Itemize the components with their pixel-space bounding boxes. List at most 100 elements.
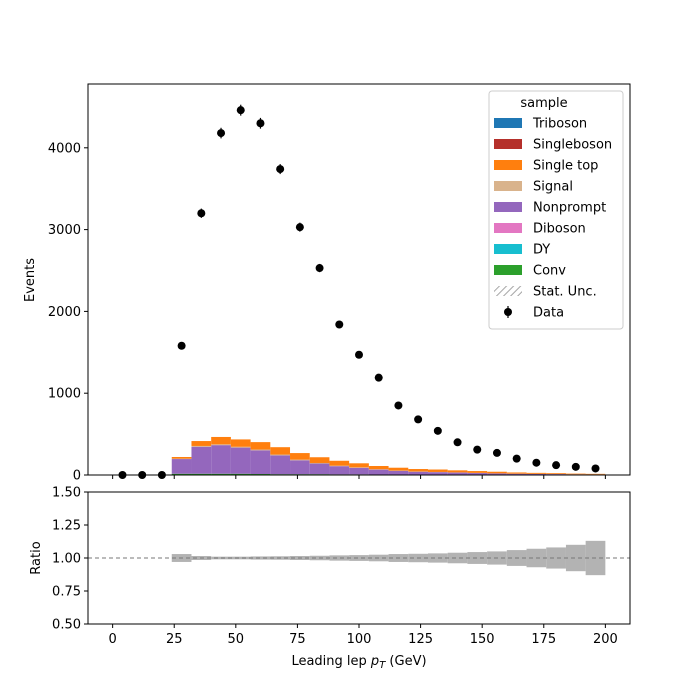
bar-single-top xyxy=(408,469,428,472)
main-y-axis-label: Events xyxy=(23,258,38,302)
data-point xyxy=(177,341,186,350)
legend-swatch-data xyxy=(504,308,512,316)
bar-nonprompt xyxy=(546,474,566,475)
data-point xyxy=(433,426,442,435)
ratio-x-tick-label: 0 xyxy=(108,632,116,647)
data-point xyxy=(276,165,285,174)
bar-nonprompt xyxy=(211,445,231,474)
main-y-tick-label: 2000 xyxy=(48,305,81,320)
legend-swatch-triboson xyxy=(494,118,522,128)
bar-conv xyxy=(171,473,192,475)
bar-single-top xyxy=(250,442,271,450)
bar-nonprompt xyxy=(250,450,271,475)
legend-label-singleboson: Singleboson xyxy=(533,138,612,153)
bar-nonprompt xyxy=(171,459,192,474)
bar-single-top xyxy=(211,436,231,445)
legend-label-nonprompt: Nonprompt xyxy=(533,201,606,216)
ratio-x-tick-label: 50 xyxy=(228,632,245,647)
bar-nonprompt xyxy=(467,473,488,475)
legend-swatch-signal xyxy=(494,181,522,191)
bar-single-top xyxy=(270,447,291,455)
legend-swatch-single-top xyxy=(494,160,522,170)
main-y-tick-label: 4000 xyxy=(48,141,81,156)
main-x-ticks xyxy=(112,475,606,479)
ratio-band-bin xyxy=(565,544,586,572)
bar-single-top xyxy=(506,472,527,474)
bar-signal xyxy=(250,449,271,451)
legend-swatch-diboson xyxy=(494,223,522,233)
data-point xyxy=(335,320,344,329)
ratio-x-ticks: 0 25 50 75 100 125 150 175 200 xyxy=(108,624,618,647)
data-point xyxy=(591,464,600,473)
bar-nonprompt xyxy=(506,473,527,475)
ratio-band-bin xyxy=(230,556,251,560)
bar-signal xyxy=(211,444,231,446)
bar-nonprompt xyxy=(329,466,350,475)
main-y-ticks: 0 1000 2000 3000 4000 xyxy=(48,141,88,484)
ratio-y-axis-label: Ratio xyxy=(29,541,44,574)
data-point xyxy=(355,350,363,359)
ratio-plot: 0.50 0.75 1.00 1.25 1.50 0 25 50 75 100 125 150 175… xyxy=(29,486,631,671)
ratio-x-tick-label: 175 xyxy=(531,632,556,647)
bar-single-top xyxy=(546,473,566,475)
bar-single-top xyxy=(487,471,507,474)
ratio-y-tick-label: 1.25 xyxy=(52,519,81,534)
bar-single-top xyxy=(388,467,409,471)
bar-single-top xyxy=(467,471,488,473)
legend-label-diboson: Diboson xyxy=(533,222,586,237)
main-plot: 0 1000 2000 3000 4000 Events xyxy=(23,83,631,484)
ratio-band-bin xyxy=(447,552,468,564)
ratio-band-bin xyxy=(349,555,369,561)
legend-label-dy: DY xyxy=(533,243,550,258)
data-point xyxy=(571,462,580,471)
ratio-band-bin xyxy=(427,553,448,563)
ratio-x-tick-label: 125 xyxy=(408,632,433,647)
data-point xyxy=(315,264,324,273)
legend-swatch-conv xyxy=(494,265,522,275)
bar-single-top xyxy=(191,441,212,446)
data-point xyxy=(473,445,482,454)
data-point xyxy=(453,438,462,447)
legend-label-triboson: Triboson xyxy=(532,117,587,132)
main-y-tick-label: 0 xyxy=(73,469,81,484)
legend-frame xyxy=(488,90,624,330)
data-point xyxy=(256,119,265,128)
ratio-x-tick-label: 25 xyxy=(166,632,183,647)
ratio-y-tick-label: 0.50 xyxy=(52,618,81,633)
bar-conv xyxy=(211,473,231,475)
bar-nonprompt xyxy=(290,460,310,475)
legend-label-conv: Conv xyxy=(533,264,566,279)
bar-single-top xyxy=(230,439,251,447)
legend-swatch-stat-unc xyxy=(494,286,522,296)
ratio-x-tick-label: 150 xyxy=(470,632,495,647)
ratio-band-bin xyxy=(329,555,350,561)
x-axis-label: Leading lep pT (GeV) xyxy=(291,654,426,671)
ratio-y-ticks: 0.50 0.75 1.00 1.25 1.50 xyxy=(52,486,88,633)
ratio-band-bin xyxy=(467,552,488,564)
bar-nonprompt xyxy=(270,455,291,475)
bar-conv xyxy=(191,473,212,475)
legend-swatch-singleboson xyxy=(494,139,522,149)
bar-nonprompt xyxy=(230,447,251,474)
bar-single-top xyxy=(290,453,310,460)
ratio-band-bin xyxy=(546,547,566,569)
main-y-tick-label: 1000 xyxy=(48,387,81,402)
data-point xyxy=(295,223,304,232)
bar-conv xyxy=(230,473,251,475)
ratio-x-tick-label: 200 xyxy=(593,632,618,647)
ratio-band-bin xyxy=(250,556,271,560)
bar-nonprompt xyxy=(388,470,409,475)
legend: sample Triboson Singleboson Single top Signa… xyxy=(488,90,624,330)
bar-nonprompt xyxy=(487,473,507,475)
bar-single-top xyxy=(368,466,389,470)
ratio-x-tick-label: 75 xyxy=(289,632,306,647)
legend-label-stat-unc-: Stat. Unc. xyxy=(533,285,597,300)
data-point xyxy=(414,415,423,424)
bar-single-top xyxy=(565,473,586,475)
ratio-y-tick-label: 1.50 xyxy=(52,486,81,501)
bar-nonprompt xyxy=(309,463,330,475)
data-point xyxy=(217,129,226,138)
bar-nonprompt xyxy=(447,472,468,475)
data-point xyxy=(236,106,245,115)
